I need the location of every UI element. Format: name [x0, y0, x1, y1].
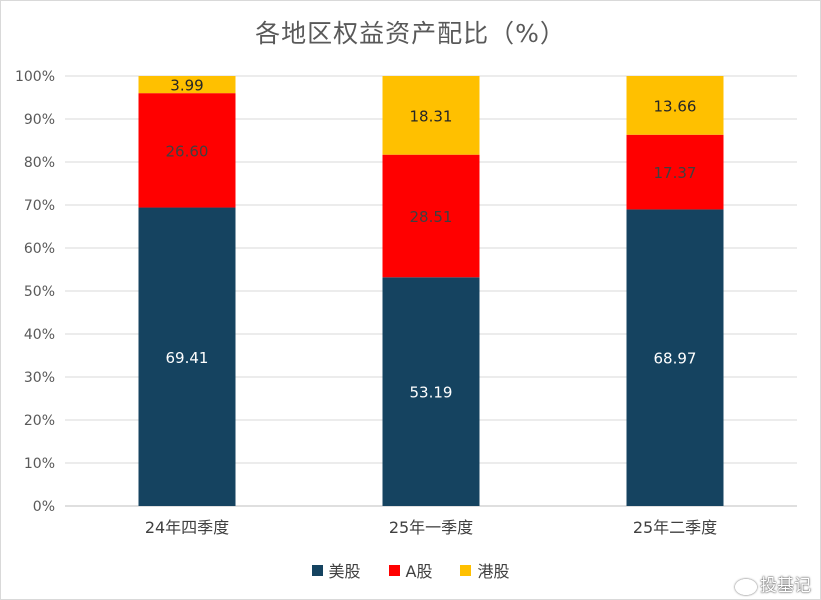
legend-swatch-a-share [388, 564, 400, 576]
bar-segment [382, 154, 480, 278]
bar-segment [382, 76, 480, 155]
bar-segment [626, 209, 724, 506]
y-tick-label: 100% [15, 69, 55, 85]
watermark: 投基记 [734, 571, 811, 596]
y-tick-label: 80% [24, 155, 55, 171]
legend: 美股 A股 港股 [0, 558, 821, 582]
legend-label-us: 美股 [328, 562, 361, 581]
data-label: 17.37 [654, 164, 697, 182]
data-label: 26.60 [166, 142, 209, 160]
chart-title: 各地区权益资产配比（%） [255, 19, 566, 48]
watermark-text: 投基记 [760, 576, 811, 596]
bar-segment [382, 277, 480, 506]
bar-segment [138, 207, 236, 507]
y-tick-label: 60% [24, 241, 55, 257]
weibo-icon [734, 575, 757, 595]
y-tick-label: 20% [24, 413, 55, 429]
legend-item-us: 美股 [311, 558, 361, 582]
data-label: 53.19 [410, 384, 453, 402]
legend-swatch-us [311, 564, 323, 576]
bar-segment [138, 76, 236, 94]
y-tick-label: 70% [24, 198, 55, 214]
legend-label-hk: 港股 [477, 562, 510, 581]
y-tick-label: 10% [24, 456, 55, 472]
y-tick-label: 50% [24, 284, 55, 300]
legend-item-a-share: A股 [388, 558, 433, 582]
y-tick-label: 0% [33, 499, 55, 515]
data-label: 69.41 [166, 349, 209, 367]
data-label: 3.99 [170, 77, 203, 95]
legend-label-a-share: A股 [405, 562, 433, 581]
y-tick-label: 90% [24, 112, 55, 128]
bar-segment [626, 76, 724, 135]
x-tick-label: 24年四季度 [145, 518, 229, 537]
data-label: 18.31 [410, 107, 453, 125]
y-tick-label: 30% [24, 370, 55, 386]
data-label: 13.66 [654, 97, 697, 115]
bar-segment [626, 134, 724, 210]
y-tick-label: 40% [24, 327, 55, 343]
legend-item-hk: 港股 [460, 558, 509, 582]
x-tick-label: 25年一季度 [389, 518, 473, 537]
data-label: 68.97 [654, 350, 697, 368]
data-label: 28.51 [410, 208, 453, 226]
legend-swatch-hk [460, 564, 472, 576]
bar-segment [138, 93, 236, 208]
x-tick-label: 25年二季度 [633, 518, 717, 537]
